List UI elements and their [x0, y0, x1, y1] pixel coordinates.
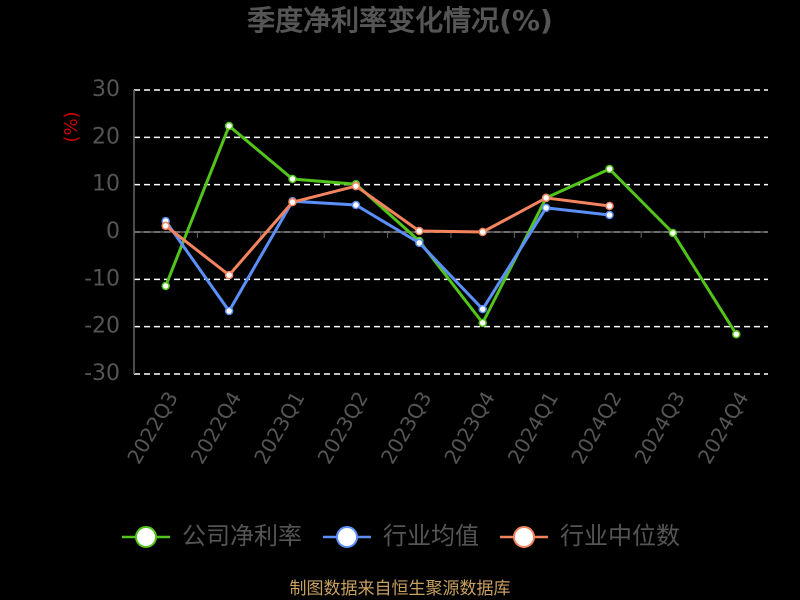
chart-title: 季度净利率变化情况(%) — [247, 4, 553, 37]
data-point — [351, 181, 361, 191]
data-point — [478, 227, 487, 237]
x-tick-label: 2024Q1 — [503, 387, 563, 468]
y-tick-label: -10 — [84, 266, 120, 291]
y-tick-label: 0 — [106, 219, 120, 244]
data-point — [415, 226, 424, 236]
legend-marker — [513, 526, 535, 548]
data-point — [224, 121, 234, 131]
x-tick-label: 2024Q4 — [693, 387, 753, 468]
y-tick-label: 10 — [92, 172, 120, 197]
data-point — [161, 281, 170, 291]
x-tick-label: 2023Q1 — [249, 387, 309, 468]
legend-marker — [135, 526, 157, 548]
legend-label: 行业中位数 — [560, 522, 680, 550]
data-point — [732, 329, 741, 339]
series-line — [164, 123, 738, 336]
data-point — [351, 200, 361, 210]
data-point — [668, 228, 678, 238]
x-tick-label: 2023Q3 — [376, 387, 436, 468]
data-point — [224, 306, 234, 316]
data-point — [478, 318, 487, 328]
series-line — [164, 199, 610, 314]
y-tick-label: 20 — [92, 124, 120, 149]
x-tick-label: 2022Q4 — [186, 387, 246, 468]
x-tick-label: 2024Q2 — [566, 387, 626, 468]
x-tick-label: 2024Q3 — [630, 387, 690, 468]
x-tick-label: 2023Q2 — [313, 387, 373, 468]
y-tick-label: -20 — [84, 314, 120, 339]
legend-marker — [336, 526, 358, 548]
x-tick-label: 2022Q3 — [122, 387, 182, 468]
x-tick-label: 2023Q4 — [439, 387, 499, 468]
data-point — [224, 270, 234, 280]
data-point — [605, 210, 614, 220]
y-tick-label: 30 — [92, 77, 120, 102]
series-line — [164, 184, 610, 278]
data-point — [161, 221, 170, 231]
data-point — [605, 201, 614, 211]
data-point — [541, 193, 551, 203]
data-point — [288, 174, 297, 184]
data-point — [288, 197, 297, 207]
data-point — [605, 164, 614, 174]
data-point — [478, 304, 487, 314]
legend-label: 行业均值 — [383, 522, 479, 550]
legend-label: 公司净利率 — [182, 522, 302, 550]
y-axis-label: (%) — [61, 111, 82, 142]
data-point — [415, 238, 424, 248]
y-tick-label: -30 — [84, 361, 120, 386]
source-note: 制图数据来自恒生聚源数据库 — [290, 579, 511, 599]
data-point — [541, 203, 551, 213]
